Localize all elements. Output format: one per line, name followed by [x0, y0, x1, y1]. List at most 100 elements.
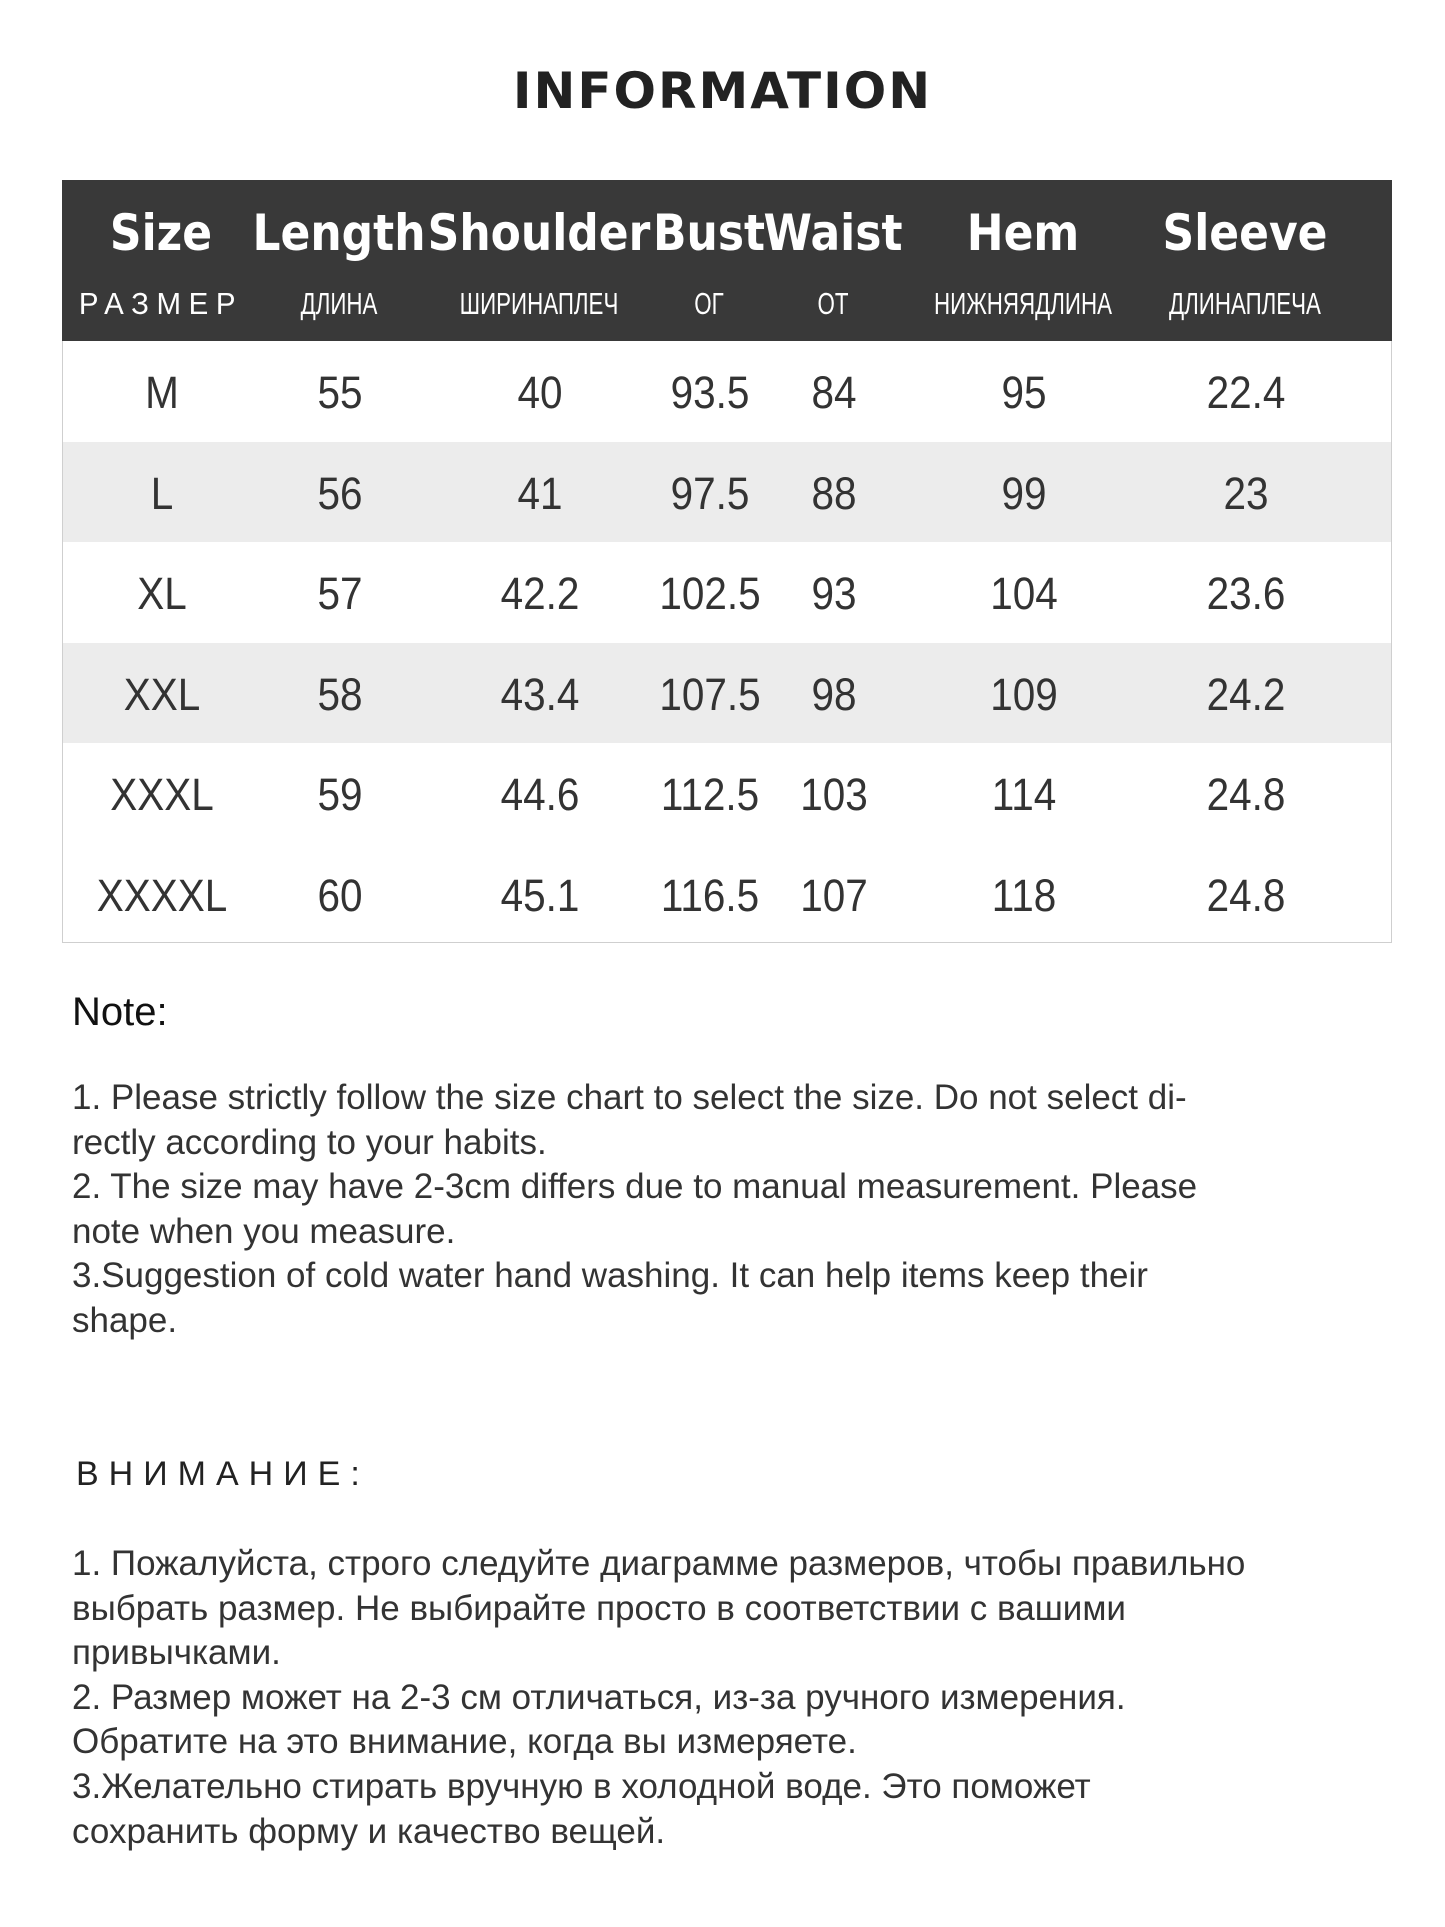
table-cell: 95 [999, 367, 1049, 419]
table-cell-text: XXL [123, 668, 201, 720]
table-cell-text: 22.4 [1206, 367, 1286, 418]
table-cell-text: 45.1 [500, 869, 580, 921]
note-line: 1. Пожалуйста, строго следуйте диаграмме… [72, 1544, 1246, 1583]
column-header-ru: ДЛИНАПЛЕЧА [1140, 286, 1351, 322]
table-cell-text: 43.4 [500, 668, 580, 720]
column-header-ru-text: ДЛИНАПЛЕЧА [1169, 286, 1321, 321]
table-cell: 43.4 [496, 669, 584, 721]
size-table: Size РАЗМЕР Length ДЛИНА Shoulder ШИРИНАПЛЕЧ B… [62, 180, 1392, 943]
table-cell: 55 [315, 367, 365, 419]
column-header-ru-text: НИЖНЯЯДЛИНА [934, 286, 1112, 321]
table-cell-text: 93 [811, 568, 857, 619]
table-cell: 116.5 [655, 870, 764, 922]
table-cell-text: XXXL [110, 769, 214, 820]
table-cell-text: 84 [811, 367, 857, 418]
column-header: Bust [645, 204, 772, 262]
table-cell-text: XL [137, 568, 187, 619]
column-header-en: Bust [652, 204, 766, 262]
table-cell-text: 56 [317, 467, 363, 519]
page-title: INFORMATION [512, 62, 933, 120]
table-cell-text: 95 [1001, 367, 1047, 418]
table-cell: XXXL [104, 769, 219, 821]
table-cell-text: 103 [800, 769, 868, 820]
table-cell-text: 107.5 [659, 668, 761, 720]
column-header: Waist [754, 204, 912, 262]
table-cell: 41 [515, 468, 565, 520]
note-line: 2. Размер может на 2-3 см отличаться, из… [72, 1677, 1126, 1717]
table-cell: 59 [315, 769, 365, 821]
column-header-en: Length [252, 204, 426, 262]
table-cell: L [149, 468, 174, 520]
table-cell: 42.2 [496, 568, 584, 620]
table-row: XXL 58 43.4 107.5 98 109 24.2 [63, 642, 1391, 743]
table-cell-text: 116.5 [660, 869, 760, 921]
table-cell: 56 [315, 468, 365, 520]
table-cell-text: 107 [800, 869, 868, 921]
column-header-ru: НИЖНЯЯДЛИНА [899, 286, 1146, 322]
table-cell: 40 [515, 367, 565, 419]
column-header: Length [241, 204, 438, 262]
table-cell-text: 93.5 [670, 367, 750, 418]
table-cell-text: 41 [517, 467, 563, 519]
column-header: Sleeve [1151, 204, 1338, 262]
table-cell: 93.5 [666, 367, 754, 419]
table-cell: 60 [315, 870, 365, 922]
table-cell: 97.5 [666, 468, 754, 520]
table-cell-text: 99 [1001, 467, 1047, 519]
table-cell-text: 118 [991, 869, 1057, 921]
table-cell-text: 97.5 [670, 467, 750, 519]
table-cell-text: 55 [317, 367, 363, 418]
column-header-en: Hem [966, 204, 1080, 262]
note-line: rectly according to your habits. [72, 1122, 547, 1162]
table-cell: 104 [986, 568, 1061, 620]
table-cell: M [143, 367, 181, 419]
table-cell: 45.1 [496, 870, 584, 922]
table-row: XXXL 59 44.6 112.5 103 114 24.8 [63, 743, 1391, 843]
table-cell-text: 104 [990, 568, 1058, 619]
table-cell-text: 114 [991, 769, 1057, 820]
note-line: 3.Желательно стирать вручную в холодной … [72, 1766, 1091, 1806]
table-cell: 93 [809, 568, 859, 620]
table-cell: 57 [315, 568, 365, 620]
table-cell-text: 109 [990, 668, 1058, 720]
table-cell-text: 24.2 [1206, 668, 1286, 720]
table-row: M 55 40 93.5 84 95 22.4 [63, 341, 1391, 441]
table-cell-text: 23 [1223, 467, 1269, 519]
table-cell-text: 58 [317, 668, 363, 720]
table-cell: 84 [809, 367, 859, 419]
table-cell-text: XXXXL [96, 869, 228, 921]
table-row: XL 57 42.2 102.5 93 104 23.6 [63, 542, 1391, 642]
table-cell-text: 42.2 [500, 568, 580, 619]
note-line: 3.Suggestion of cold water hand washing.… [72, 1256, 1148, 1296]
table-cell: 22.4 [1202, 367, 1290, 419]
note-line: 2. The size may have 2-3cm differs due t… [72, 1167, 1198, 1207]
table-cell: 103 [796, 769, 871, 821]
table-cell-text: M [145, 367, 179, 418]
column-header-ru-text: ОТ [817, 286, 849, 321]
table-cell: 24.8 [1202, 769, 1290, 821]
table-cell: 118 [988, 870, 1060, 922]
table-cell-text: 23.6 [1206, 568, 1286, 619]
table-cell-text: 88 [811, 467, 857, 519]
note-line: привычками. [72, 1633, 281, 1673]
column-header-ru: ОТ [811, 286, 854, 322]
table-cell-text: L [150, 467, 174, 519]
table-row: XXXXL 60 45.1 116.5 107 118 24.8 [63, 844, 1391, 944]
note-text: 1. Please strictly follow the size chart… [72, 1076, 1392, 1344]
note-line: выбрать размер. Не выбирайте просто в со… [72, 1588, 1126, 1628]
column-header-en: Shoulder [427, 204, 651, 262]
table-cell: 114 [988, 769, 1060, 821]
note-line: сохранить форму и качество вещей. [72, 1811, 666, 1851]
table-cell: XXXXL [89, 870, 234, 922]
column-header-en: Waist [763, 204, 903, 262]
column-header-ru: ОГ [689, 286, 730, 322]
note-line: 1. Please strictly follow the size chart… [72, 1078, 1187, 1117]
note-line: shape. [72, 1300, 178, 1340]
table-cell-text: 59 [317, 769, 363, 820]
column-header: Size [103, 204, 219, 262]
column-header-ru-text: ШИРИНАПЛЕЧ [459, 286, 619, 321]
table-row: L 56 41 97.5 88 99 23 [63, 441, 1391, 542]
table-cell: 23.6 [1202, 568, 1290, 620]
table-cell-text: 60 [317, 869, 363, 921]
column-header-ru-text: ДЛИНА [300, 286, 378, 321]
